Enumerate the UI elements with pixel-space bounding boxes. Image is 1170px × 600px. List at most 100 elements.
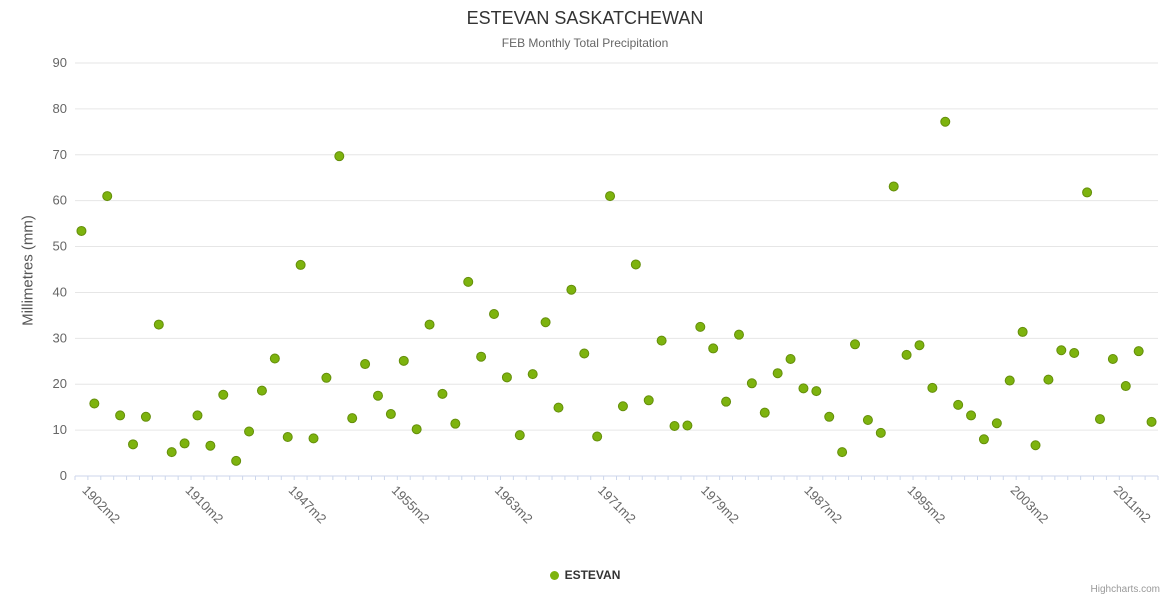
y-axis-tick-label: 0 — [60, 468, 67, 483]
data-point[interactable] — [579, 348, 590, 359]
data-point[interactable] — [837, 447, 848, 458]
data-point[interactable] — [875, 427, 886, 438]
data-point[interactable] — [463, 276, 474, 287]
legend-item-estevan[interactable]: ESTEVAN — [0, 568, 1170, 582]
data-point[interactable] — [553, 402, 564, 413]
data-point[interactable] — [798, 383, 809, 394]
data-point[interactable] — [708, 343, 719, 354]
data-point[interactable] — [824, 411, 835, 422]
data-point[interactable] — [630, 259, 641, 270]
data-point[interactable] — [179, 438, 190, 449]
data-point[interactable] — [1004, 375, 1015, 386]
data-point[interactable] — [256, 385, 267, 396]
data-point[interactable] — [450, 418, 461, 429]
data-point[interactable] — [811, 386, 822, 397]
data-point[interactable] — [1082, 187, 1093, 198]
data-point[interactable] — [218, 389, 229, 400]
data-point[interactable] — [115, 410, 126, 421]
data-point[interactable] — [643, 395, 654, 406]
x-axis-tick-label: 1910m2 — [182, 483, 226, 527]
data-point[interactable] — [514, 430, 525, 441]
x-axis-tick-label: 1995m2 — [904, 483, 948, 527]
data-point[interactable] — [772, 368, 783, 379]
y-axis-tick-label: 20 — [53, 376, 67, 391]
data-point[interactable] — [617, 401, 628, 412]
data-point[interactable] — [1146, 416, 1157, 427]
data-point[interactable] — [128, 439, 139, 450]
data-point[interactable] — [192, 410, 203, 421]
data-point[interactable] — [140, 411, 151, 422]
data-point[interactable] — [398, 355, 409, 366]
data-point[interactable] — [940, 116, 951, 127]
data-point[interactable] — [153, 319, 164, 330]
data-point[interactable] — [669, 420, 680, 431]
data-point[interactable] — [1069, 348, 1080, 359]
data-point[interactable] — [385, 409, 396, 420]
data-point[interactable] — [1030, 440, 1041, 451]
data-point[interactable] — [205, 440, 216, 451]
chart-subtitle: FEB Monthly Total Precipitation — [501, 36, 669, 50]
data-point[interactable] — [566, 284, 577, 295]
legend-marker-icon — [549, 570, 559, 580]
data-point[interactable] — [476, 351, 487, 362]
data-point[interactable] — [759, 407, 770, 418]
data-point[interactable] — [166, 447, 177, 458]
data-point[interactable] — [527, 369, 538, 380]
data-point[interactable] — [308, 433, 319, 444]
data-point[interactable] — [901, 349, 912, 360]
data-point[interactable] — [1133, 346, 1144, 357]
data-point[interactable] — [1094, 414, 1105, 425]
x-axis-tick-label: 1979m2 — [698, 483, 742, 527]
legend-label: ESTEVAN — [564, 568, 621, 582]
data-point[interactable] — [102, 191, 113, 202]
data-point[interactable] — [540, 317, 551, 328]
data-point[interactable] — [231, 455, 242, 466]
data-point[interactable] — [746, 378, 757, 389]
data-point[interactable] — [656, 335, 667, 346]
data-point[interactable] — [437, 388, 448, 399]
data-point[interactable] — [888, 181, 899, 192]
data-point[interactable] — [850, 339, 861, 350]
data-point[interactable] — [424, 319, 435, 330]
data-point[interactable] — [1017, 326, 1028, 337]
data-point[interactable] — [966, 410, 977, 421]
data-point[interactable] — [282, 431, 293, 442]
data-point[interactable] — [1107, 353, 1118, 364]
data-point[interactable] — [334, 151, 345, 162]
highcharts-credits-link[interactable]: Highcharts.com — [1090, 584, 1160, 595]
data-point[interactable] — [411, 424, 422, 435]
data-point[interactable] — [927, 382, 938, 393]
x-axis-tick-label: 2003m2 — [1008, 483, 1052, 527]
data-point[interactable] — [862, 415, 873, 426]
data-point[interactable] — [991, 418, 1002, 429]
data-point[interactable] — [321, 372, 332, 383]
data-point[interactable] — [978, 434, 989, 445]
data-point[interactable] — [1056, 345, 1067, 356]
y-axis-tick-label: 50 — [53, 239, 67, 254]
data-point[interactable] — [682, 420, 693, 431]
data-point[interactable] — [269, 353, 280, 364]
data-point[interactable] — [372, 390, 383, 401]
data-point[interactable] — [914, 340, 925, 351]
data-point[interactable] — [76, 225, 87, 236]
chart-title: ESTEVAN SASKATCHEWAN — [466, 8, 704, 28]
data-point[interactable] — [733, 329, 744, 340]
data-point[interactable] — [605, 191, 616, 202]
data-point[interactable] — [1043, 374, 1054, 385]
data-point[interactable] — [347, 413, 358, 424]
data-point[interactable] — [244, 426, 255, 437]
data-point[interactable] — [721, 396, 732, 407]
data-point[interactable] — [295, 259, 306, 270]
data-point[interactable] — [489, 309, 500, 320]
data-point[interactable] — [953, 399, 964, 410]
data-point[interactable] — [785, 353, 796, 364]
data-point[interactable] — [695, 321, 706, 332]
data-point[interactable] — [360, 359, 371, 370]
x-axis-tick-label: 1902m2 — [79, 483, 123, 527]
data-point[interactable] — [89, 398, 100, 409]
data-point[interactable] — [1120, 381, 1131, 392]
y-axis-tick-label: 40 — [53, 284, 67, 299]
data-point[interactable] — [501, 372, 512, 383]
data-point[interactable] — [592, 431, 603, 442]
